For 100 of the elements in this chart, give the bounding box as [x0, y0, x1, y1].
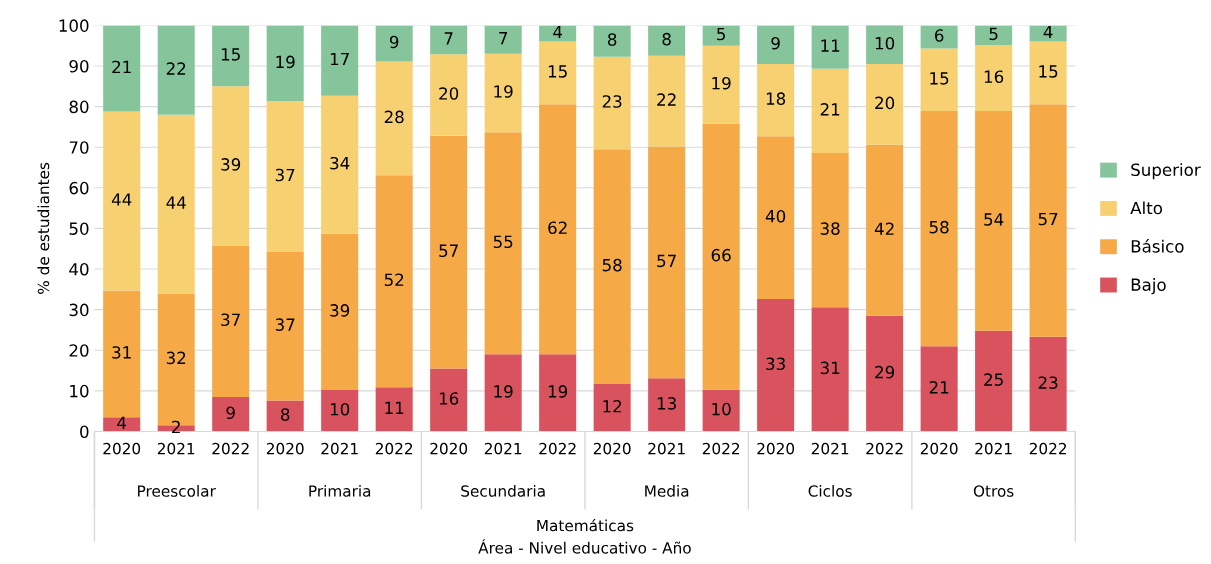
data-label: 42	[874, 222, 894, 235]
bar	[702, 123, 740, 390]
bar	[375, 25, 413, 62]
text: Área - Nivel educativo - Año	[478, 539, 691, 554]
bar	[975, 111, 1013, 331]
y-tick-label: 20	[69, 344, 89, 357]
bar	[539, 354, 577, 432]
data-label: 19	[712, 76, 731, 90]
data-label: 31	[112, 346, 131, 359]
data-label: 20	[875, 96, 895, 110]
data-label: 32	[166, 351, 186, 365]
text: Ciclos	[808, 484, 852, 497]
text: Preescolar	[138, 484, 216, 497]
bar	[375, 387, 413, 432]
data-label: 5	[717, 27, 725, 41]
x-tick-label: 2021	[321, 442, 358, 455]
bar	[321, 95, 359, 234]
bar	[103, 25, 141, 112]
bar	[321, 233, 359, 391]
data-label: 8	[662, 32, 671, 46]
data-label: 15	[930, 72, 949, 85]
data-label: 18	[766, 92, 786, 105]
bar	[757, 63, 795, 137]
bar	[430, 25, 468, 55]
text: Primaria	[309, 484, 371, 497]
bar	[757, 136, 795, 300]
data-label: 16	[439, 392, 459, 405]
data-label: 31	[820, 361, 840, 375]
bar	[266, 101, 304, 252]
bar	[212, 86, 250, 246]
data-label: 11	[385, 401, 404, 414]
x-tick-label: 2021	[975, 442, 1012, 455]
text: Secundaria	[461, 484, 545, 497]
data-label: 10	[875, 36, 895, 50]
y-tick-label: 50	[69, 222, 89, 235]
data-label: 8	[281, 408, 290, 421]
legend-label: Alto	[1130, 201, 1163, 215]
bar	[866, 25, 904, 64]
bar	[648, 378, 686, 432]
bar	[1029, 336, 1067, 432]
bar	[975, 330, 1013, 432]
bar	[920, 111, 958, 347]
bar	[103, 417, 141, 432]
legend-label: Básico	[1131, 239, 1184, 253]
data-label: 38	[820, 222, 840, 235]
data-label: 23	[602, 95, 622, 108]
data-label: 15	[548, 65, 567, 78]
y-tick-label: 60	[69, 181, 89, 195]
data-label: 57	[439, 244, 458, 258]
data-label: 19	[494, 385, 513, 398]
bar	[593, 149, 631, 384]
bar	[375, 61, 413, 176]
data-label: 19	[276, 55, 295, 69]
data-label: 20	[439, 87, 459, 100]
data-label: 9	[226, 406, 235, 420]
data-label: 12	[603, 399, 622, 413]
bar	[266, 25, 304, 102]
x-tick-label: 2021	[648, 442, 685, 455]
bar	[648, 55, 686, 147]
bar	[103, 111, 141, 291]
x-tick-label: 2020	[920, 442, 958, 455]
x-tick-label: 2020	[430, 442, 468, 455]
y-tick-label: 80	[69, 100, 89, 114]
bar	[920, 346, 958, 432]
text: Media	[645, 484, 689, 497]
x-tick-label: 2021	[484, 442, 522, 455]
bar	[648, 25, 686, 56]
data-label: 2	[172, 420, 180, 434]
data-label: 66	[711, 248, 731, 262]
bar	[648, 146, 686, 379]
data-label: 22	[657, 93, 676, 106]
bar	[757, 25, 795, 64]
x-tick-label: 2021	[157, 442, 195, 455]
data-label: 52	[384, 273, 404, 287]
y-axis-title: % de estudiantes	[37, 162, 50, 294]
data-label: 11	[821, 39, 840, 52]
data-label: 4	[553, 25, 563, 39]
data-label: 39	[330, 304, 350, 317]
data-label: 25	[984, 373, 1003, 386]
bar	[811, 152, 849, 308]
bar	[811, 25, 849, 69]
bar	[866, 144, 904, 316]
y-tick-label: 70	[69, 141, 89, 154]
bar	[920, 25, 958, 49]
data-label: 4	[1043, 25, 1053, 39]
data-label: 44	[166, 196, 186, 209]
x-tick-label: 2020	[266, 442, 304, 455]
data-label: 7	[499, 32, 508, 45]
x-tick-label: 2022	[1029, 442, 1067, 455]
data-label: 19	[494, 85, 513, 98]
y-tick-label: 30	[69, 303, 89, 317]
bar	[430, 54, 468, 136]
bar	[484, 25, 522, 54]
bar	[593, 383, 631, 432]
bar	[212, 245, 250, 397]
y-tick-label: 0	[80, 425, 89, 439]
bar	[920, 48, 958, 112]
x-tick-label: 2022	[212, 442, 249, 455]
bar	[866, 63, 904, 145]
data-label: 19	[548, 385, 568, 398]
